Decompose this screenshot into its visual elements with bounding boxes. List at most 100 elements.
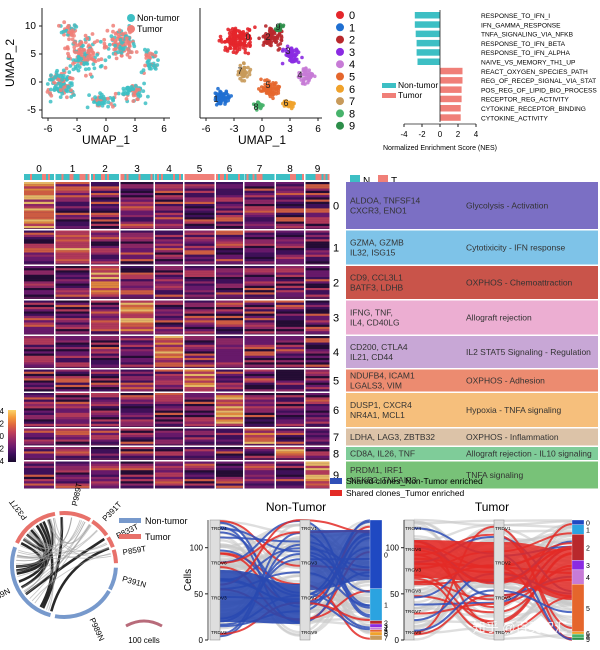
- condition-bar-tick: [140, 174, 143, 180]
- heatmap-stripe: [305, 378, 330, 381]
- condition-bar-tick: [248, 174, 251, 180]
- umap2-point: [236, 69, 241, 74]
- umap2-point: [247, 72, 252, 77]
- heatmap-stripe: [244, 481, 275, 484]
- umap2-point: [262, 34, 266, 38]
- heatmap-stripe: [55, 449, 90, 452]
- heatmap-stripe: [55, 307, 90, 310]
- heatmap-stripe: [244, 239, 275, 242]
- umap2-point: [218, 34, 223, 39]
- heatmap-stripe: [184, 331, 215, 334]
- chord-ribbon: [27, 533, 110, 555]
- heatmap-stripe: [24, 387, 54, 390]
- heatmap-stripe: [55, 309, 90, 312]
- condition-bar-tick: [101, 174, 103, 180]
- heatmap-stripe: [120, 347, 154, 350]
- heatmap-stripe: [24, 250, 54, 253]
- heatmap-stripe: [155, 288, 183, 291]
- heatmap-stripe: [120, 415, 154, 418]
- heatmap-stripe: [155, 254, 183, 257]
- umap1-point: [76, 51, 81, 55]
- chord-segment: [9, 546, 52, 618]
- heatmap-stripe: [184, 250, 215, 253]
- heatmap-stripe: [244, 447, 275, 450]
- heatmap-stripe: [276, 410, 304, 413]
- heatmap-stripe: [91, 292, 119, 295]
- umap1-point: [92, 66, 97, 71]
- heatmap-stripe: [55, 248, 90, 251]
- watermark: 知乎 @百奥智汇: [473, 620, 568, 635]
- heatmap-stripe: [276, 428, 304, 431]
- heatmap-block: [244, 230, 275, 265]
- umap1-point: [66, 84, 70, 89]
- heatmap-stripe: [120, 324, 154, 327]
- heatmap-stripe: [155, 322, 183, 325]
- heatmap-stripe: [244, 419, 275, 422]
- heatmap-stripe: [305, 479, 330, 482]
- condition-bar-tick: [246, 174, 249, 180]
- heatmap-stripe: [276, 476, 304, 480]
- heatmap-stripe: [155, 360, 183, 363]
- heatmap-stripe: [276, 387, 304, 390]
- heatmap-stripe: [244, 485, 275, 488]
- heatmap-stripe: [184, 252, 215, 255]
- alluvial-y-tick-label: 50: [390, 590, 399, 599]
- heatmap-stripe: [91, 412, 119, 415]
- heatmap-stripe: [244, 234, 275, 238]
- heatmap-stripe: [244, 406, 275, 409]
- heatmap-stripe: [91, 428, 119, 431]
- umap2-point: [228, 46, 233, 50]
- nes-bar: [416, 49, 440, 56]
- heatmap-stripe: [184, 441, 215, 444]
- heatmap-stripe: [184, 336, 215, 339]
- heatmap-stripe: [305, 410, 330, 413]
- heatmap-stripe: [305, 223, 330, 226]
- heatmap-block: [305, 447, 330, 460]
- alluvial-legend-non-tumor-swatch: [330, 478, 342, 484]
- heatmap-block: [24, 461, 54, 489]
- heatmap-stripe: [216, 479, 243, 482]
- heatmap-stripe: [120, 474, 154, 477]
- heatmap-stripe: [155, 201, 183, 204]
- heatmap-stripe: [91, 336, 119, 339]
- heatmap-stripe: [184, 395, 215, 398]
- heatmap-row-label: 5: [333, 376, 339, 388]
- heatmap-stripe: [276, 285, 304, 288]
- heatmap-stripe: [155, 479, 183, 482]
- heatmap-stripe: [155, 307, 183, 310]
- umap1-point: [106, 100, 111, 105]
- heatmap-stripe: [55, 432, 90, 436]
- umap2-point: [290, 57, 294, 61]
- heatmap-stripe: [244, 415, 275, 418]
- heatmap-stripe: [120, 259, 154, 262]
- heatmap-stripe: [244, 435, 275, 438]
- heatmap-stripe: [155, 331, 183, 334]
- heatmap-stripe: [91, 320, 119, 323]
- heatmap-stripe: [91, 449, 119, 452]
- heatmap-stripe: [276, 309, 304, 312]
- nes-x-tick-label: -2: [418, 130, 426, 139]
- heatmap-block: [155, 230, 183, 265]
- umap2-point: [261, 43, 266, 47]
- alluvial-axis-label: TRDV4: [211, 526, 227, 532]
- cluster-legend-label: 0: [349, 10, 355, 22]
- heatmap-stripe: [155, 382, 183, 385]
- heatmap-stripe: [305, 188, 330, 191]
- alluvial-cluster-segment: [571, 569, 585, 585]
- alluvial-tumor-title: Tumor: [475, 500, 509, 514]
- umap2-point: [274, 35, 278, 40]
- condition-bar-tick: [236, 174, 238, 180]
- heatmap-stripe: [120, 230, 154, 233]
- umap2-point: [238, 63, 243, 68]
- heatmap-stripe: [91, 439, 119, 442]
- heatmap-stripe: [305, 217, 330, 220]
- condition-bar-tick: [188, 174, 191, 180]
- heatmap-block: [120, 266, 154, 299]
- heatmap-stripe: [120, 408, 154, 411]
- condition-bar-tick: [75, 174, 78, 180]
- heatmap-stripe: [184, 324, 215, 327]
- heatmap-stripe: [184, 393, 215, 396]
- heatmap-stripe: [24, 360, 54, 363]
- heatmap-stripe: [216, 355, 243, 358]
- heatmap-stripe: [55, 399, 90, 402]
